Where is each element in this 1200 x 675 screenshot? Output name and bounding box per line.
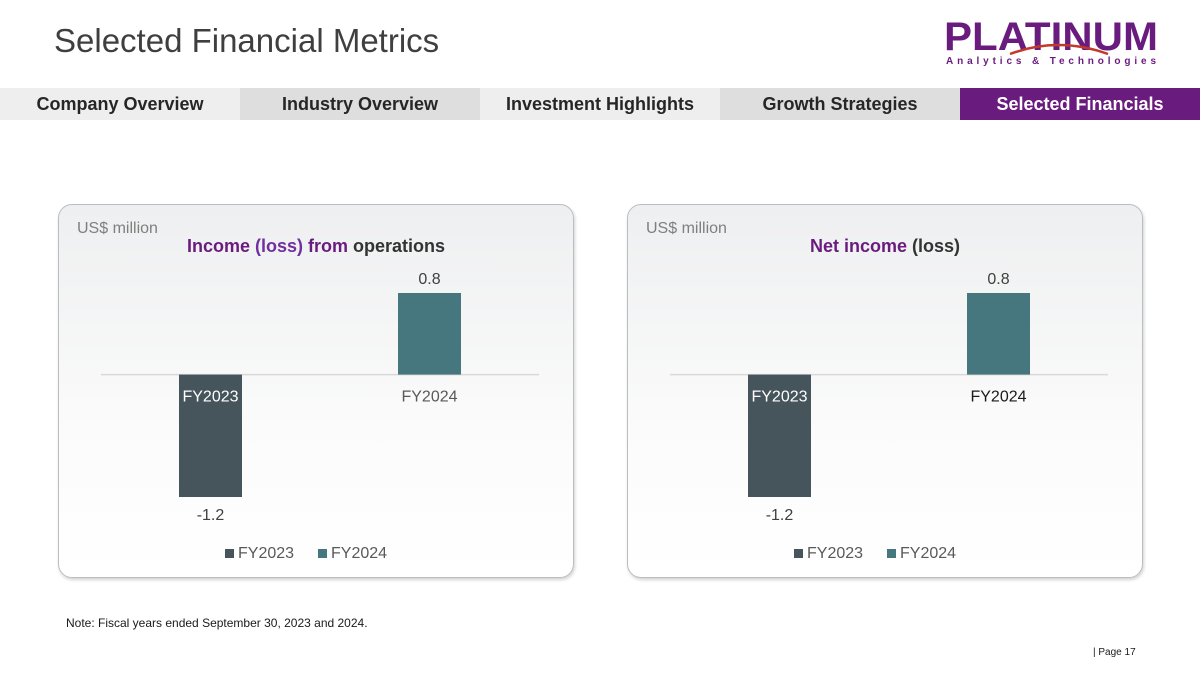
chart-title-part: from: [308, 236, 353, 256]
section-nav: Company Overview Industry Overview Inves…: [0, 88, 1200, 120]
bar-fy2024: [967, 293, 1030, 375]
unit-label: US$ million: [646, 220, 727, 237]
legend-swatch: [318, 549, 327, 558]
bar-fy2023: [179, 374, 242, 497]
legend-swatch: [794, 549, 803, 558]
legend-label: FY2023: [238, 545, 294, 562]
chart-title-part: (loss): [912, 236, 960, 256]
chart-title-part: Net income: [810, 236, 912, 256]
data-label: -1.2: [197, 507, 225, 524]
tab-selected-financials[interactable]: Selected Financials: [960, 88, 1200, 120]
chart-panel-income-from-operations: US$ million Income (loss) from operations…: [58, 204, 574, 578]
page-title: Selected Financial Metrics: [54, 22, 440, 59]
logo-arc: [1009, 43, 1109, 56]
data-label: -1.2: [766, 507, 794, 524]
tab-company-overview[interactable]: Company Overview: [0, 88, 240, 120]
bar-fy2023: [748, 374, 811, 497]
logo-name: PLATINUM: [944, 15, 1158, 59]
net-income-chart: US$ million Net income (loss) -1.2 FY2023 0.…: [646, 220, 1108, 562]
data-label: 0.8: [418, 271, 440, 288]
chart-title-part: Income: [187, 236, 255, 256]
chart-title-part: operations: [353, 236, 445, 256]
tab-industry-overview[interactable]: Industry Overview: [240, 88, 480, 120]
chart-title-part: (loss): [255, 236, 308, 256]
chart-panel-net-income: US$ million Net income (loss) -1.2 FY2023 0.…: [627, 204, 1143, 578]
legend-swatch: [225, 549, 234, 558]
chart-title: Net income (loss): [810, 236, 960, 256]
category-tick-label: FY2024: [970, 389, 1026, 406]
bar-fy2024: [398, 293, 461, 375]
page-number: | Page 17: [1093, 647, 1136, 658]
data-label: 0.8: [987, 271, 1009, 288]
unit-label: US$ million: [77, 220, 158, 237]
logo-tagline: Analytics & Technologies: [946, 56, 1156, 67]
legend-label: FY2024: [900, 545, 956, 562]
chart-title: Income (loss) from operations: [187, 236, 445, 256]
tab-investment-highlights[interactable]: Investment Highlights: [480, 88, 720, 120]
tab-growth-strategies[interactable]: Growth Strategies: [720, 88, 960, 120]
footnote: Note: Fiscal years ended September 30, 2…: [66, 616, 368, 630]
platinum-logo: PLATINUM Analytics & Technologies: [940, 14, 1162, 70]
legend-swatch: [887, 549, 896, 558]
category-tick-label: FY2024: [401, 389, 457, 406]
category-tick-label: FY2023: [751, 389, 807, 406]
legend-label: FY2024: [331, 545, 387, 562]
income-from-operations-chart: US$ million Income (loss) from operations…: [77, 220, 539, 562]
category-tick-label: FY2023: [182, 389, 238, 406]
legend-label: FY2023: [807, 545, 863, 562]
